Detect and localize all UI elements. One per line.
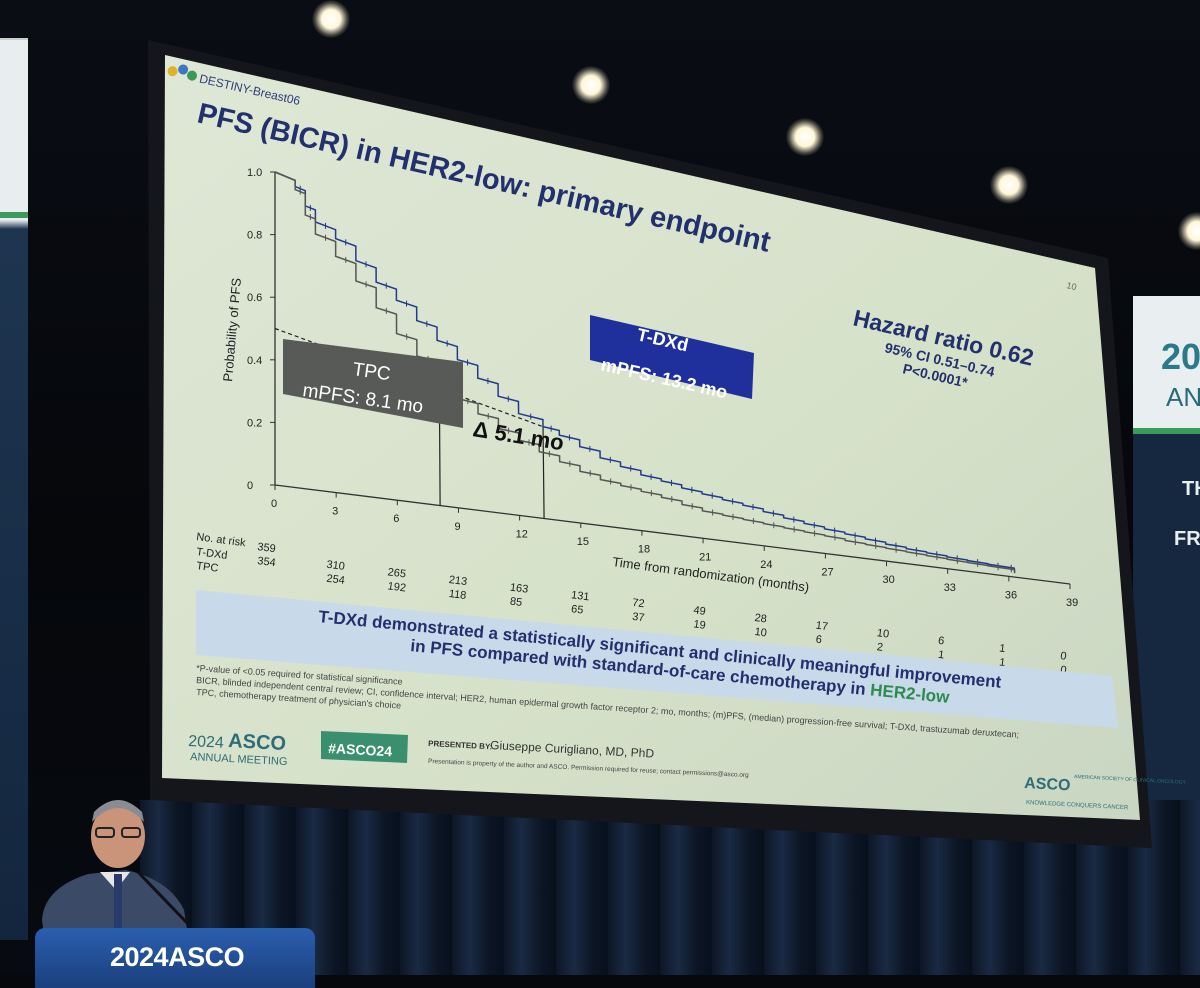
podium-label: 2024ASCO (110, 942, 245, 972)
at-risk-tpc-value: 1 (937, 649, 945, 662)
x-tick-label: 12 (516, 528, 528, 540)
at-risk-tpc-value: 192 (387, 580, 407, 594)
at-risk-tdxd-value: 17 (815, 620, 829, 633)
at-risk-tdxd-value: 359 (257, 541, 277, 555)
at-risk-tpc-value: 354 (257, 555, 277, 569)
at-risk-label-tdxd: T-DXd (196, 546, 228, 562)
asco-word: ASCO (228, 730, 287, 755)
x-tick-label: 33 (944, 582, 956, 594)
x-tick-label: 9 (454, 521, 460, 533)
left-banner (0, 38, 28, 940)
y-tick-label: 1.0 (247, 167, 262, 179)
x-tick-label: 18 (638, 544, 650, 556)
x-tick-label: 21 (699, 551, 711, 563)
asco-tagline: KNOWLEDGE CONQUERS CANCER (1026, 800, 1129, 811)
stage-light (312, 0, 350, 38)
x-tick-label: 15 (577, 536, 589, 548)
right-banner-text-2: FRO (1174, 528, 1200, 550)
at-risk-tdxd-value: 10 (876, 627, 890, 640)
at-risk-tpc-value: 37 (632, 611, 646, 624)
at-risk-label-tpc: TPC (196, 560, 219, 575)
page-number: 10 (1066, 280, 1078, 292)
right-banner-year: 20 (1161, 336, 1200, 377)
at-risk-tpc-value: 10 (754, 626, 768, 639)
stage-light (1178, 212, 1200, 250)
asco-meeting-logo: 2024 ASCO ANNUAL MEETING (188, 730, 288, 768)
asco-logo: ASCO (1024, 775, 1071, 794)
x-tick-label: 24 (760, 559, 772, 571)
at-risk-tdxd-value: 49 (693, 604, 707, 617)
asco-annual-meeting: ANNUAL MEETING (190, 751, 288, 768)
x-tick-label: 39 (1066, 597, 1078, 609)
at-risk-tdxd-value: 6 (937, 635, 945, 648)
y-tick-label: 0.4 (247, 355, 262, 367)
at-risk-tdxd-value: 163 (509, 582, 529, 596)
y-tick-label: 0.8 (247, 230, 262, 242)
asco-year: 2024 (188, 733, 225, 752)
at-risk-tpc-value: 19 (693, 618, 707, 631)
at-risk-tdxd-value: 1 (998, 642, 1006, 655)
y-tick-label: 0.2 (247, 417, 262, 429)
stage-light (990, 166, 1028, 204)
y-tick-label: 0.6 (247, 292, 262, 304)
at-risk-tdxd-value: 0 (1060, 650, 1068, 663)
hashtag: #ASCO24 (328, 740, 393, 759)
right-banner-annual: AN (1166, 382, 1200, 412)
x-tick-label: 36 (1005, 589, 1017, 601)
hashtag-badge (321, 731, 408, 763)
tdxd-median-line (542, 426, 545, 519)
y-tick-label: 0 (247, 480, 253, 492)
at-risk-tdxd-value: 265 (387, 566, 407, 580)
at-risk-tdxd-value: 213 (448, 574, 468, 588)
at-risk-tdxd-value: 131 (570, 589, 590, 603)
at-risk-tdxd-value: 72 (632, 597, 646, 610)
x-axis (274, 484, 1071, 585)
tpc-box-label: TPC (351, 359, 392, 385)
x-tick-label: 0 (271, 498, 277, 510)
x-tick-label: 27 (821, 567, 833, 579)
asco-society-logo: ASCO AMERICAN SOCIETY OF CLINICAL ONCOLO… (1024, 774, 1187, 811)
at-risk-tdxd-value: 28 (754, 612, 768, 625)
at-risk-tpc-value: 118 (448, 588, 467, 602)
stage-light (786, 118, 824, 156)
stage-light (572, 66, 610, 104)
presented-by-label: PRESENTED BY: (428, 739, 493, 751)
at-risk-tpc-value: 0 (1060, 664, 1068, 677)
at-risk-tpc-value: 1 (998, 656, 1006, 669)
right-banner-text-1: TH (1182, 478, 1200, 500)
x-tick-label: 3 (332, 506, 338, 518)
at-risk-tpc-value: 254 (326, 573, 346, 587)
at-risk-tpc-value: 6 (815, 634, 823, 647)
at-risk-tpc-value: 85 (509, 596, 523, 609)
at-risk-tpc-value: 2 (876, 641, 884, 654)
asco-society: AMERICAN SOCIETY OF CLINICAL ONCOLOGY (1074, 774, 1187, 786)
at-risk-tdxd-value: 310 (326, 559, 346, 573)
at-risk-tpc-value: 65 (570, 603, 584, 616)
x-tick-label: 6 (393, 513, 399, 525)
x-tick-label: 30 (883, 574, 895, 586)
